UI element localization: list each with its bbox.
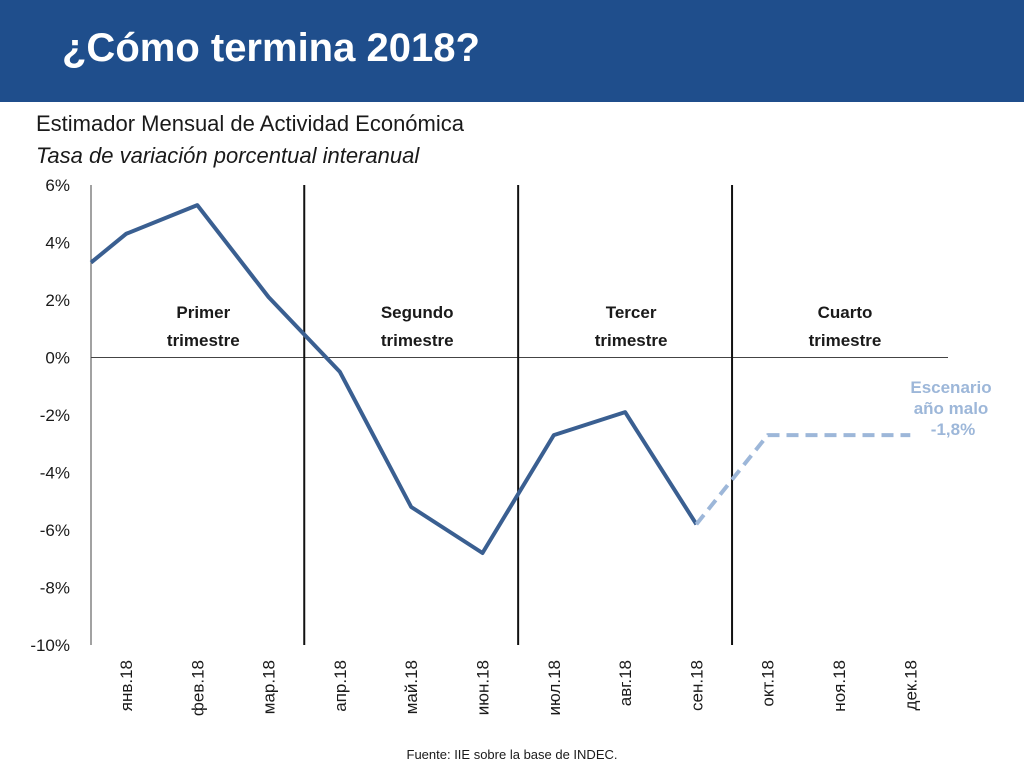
quarter-label: Cuarto bbox=[818, 303, 873, 322]
y-tick-label: -8% bbox=[40, 579, 70, 598]
x-tick-label: июн.18 bbox=[474, 660, 493, 715]
quarter-label: Tercer bbox=[606, 303, 657, 322]
chart-title: Estimador Mensual de Actividad Económica bbox=[36, 111, 464, 136]
quarter-label: trimestre bbox=[381, 331, 454, 350]
quarter-label: trimestre bbox=[167, 331, 240, 350]
y-tick-label: -2% bbox=[40, 406, 70, 425]
x-tick-label: авг.18 bbox=[616, 660, 635, 706]
x-tick-label: янв.18 bbox=[117, 660, 136, 711]
chart-subtitle: Tasa de variación porcentual interanual bbox=[36, 143, 420, 168]
y-tick-label: 0% bbox=[45, 349, 70, 368]
quarter-label: Segundo bbox=[381, 303, 454, 322]
scenario-label: año malo bbox=[914, 399, 989, 418]
source-note: Fuente: IIE sobre la base de INDEC. bbox=[406, 747, 618, 762]
y-tick-label: 2% bbox=[45, 291, 70, 310]
x-tick-label: окт.18 bbox=[759, 660, 778, 707]
x-tick-label: май.18 bbox=[402, 660, 421, 714]
x-tick-label: ноя.18 bbox=[830, 660, 849, 712]
y-tick-label: -6% bbox=[40, 521, 70, 540]
series-line-scenario bbox=[694, 433, 911, 526]
x-tick-label: сен.18 bbox=[687, 660, 706, 711]
y-tick-label: 6% bbox=[45, 176, 70, 195]
quarter-label: trimestre bbox=[809, 331, 882, 350]
x-tick-label: дек.18 bbox=[901, 660, 920, 710]
x-tick-label: фев.18 bbox=[188, 660, 207, 716]
x-tick-label: июл.18 bbox=[545, 660, 564, 715]
header-bar: ¿Cómo termina 2018? bbox=[0, 0, 1024, 102]
scenario-label: Escenario bbox=[910, 378, 991, 397]
quarter-label: trimestre bbox=[595, 331, 668, 350]
page-title: ¿Cómo termina 2018? bbox=[62, 26, 480, 70]
y-tick-label: -10% bbox=[30, 636, 70, 655]
scenario-label: -1,8% bbox=[931, 420, 975, 439]
y-tick-label: -4% bbox=[40, 464, 70, 483]
x-tick-label: апр.18 bbox=[331, 660, 350, 712]
series-line-actual bbox=[89, 203, 699, 555]
quarter-label: Primer bbox=[176, 303, 230, 322]
y-tick-label: 4% bbox=[45, 234, 70, 253]
x-tick-label: мар.18 bbox=[260, 660, 279, 714]
